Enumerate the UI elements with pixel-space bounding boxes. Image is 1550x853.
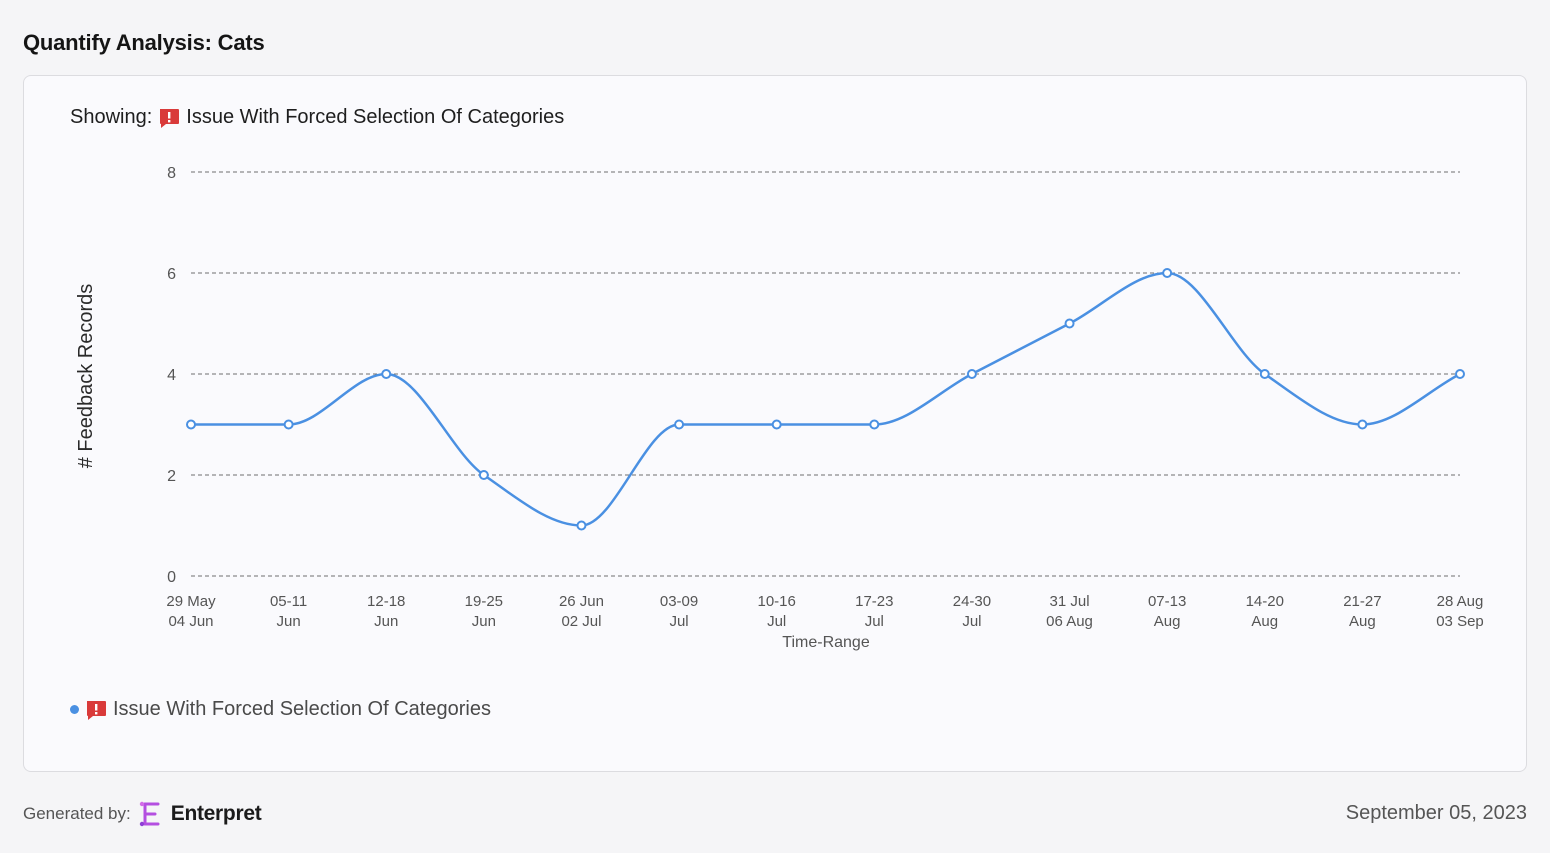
x-tick-label: 26 Jun 02 Jul xyxy=(559,593,604,630)
x-tick-label: 03-09 Jul xyxy=(660,593,698,630)
y-tick-label: 4 xyxy=(167,367,176,384)
x-tick-label: 14-20 Aug xyxy=(1246,593,1284,630)
showing-label: Issue With Forced Selection Of Categorie… xyxy=(186,106,565,128)
x-tick-label: 12-18 Jun xyxy=(367,593,405,630)
x-tick-label: 19-25 Jun xyxy=(465,593,503,630)
alert-icon xyxy=(158,107,180,129)
alert-icon xyxy=(85,699,107,721)
data-point[interactable] xyxy=(186,419,196,430)
y-tick-label: 2 xyxy=(167,468,176,485)
page-title: Quantify Analysis: Cats xyxy=(23,30,265,55)
legend-dot xyxy=(70,705,79,714)
y-tick-label: 6 xyxy=(167,266,176,283)
x-tick-label: 29 May 04 Jun xyxy=(166,593,216,630)
data-point[interactable] xyxy=(771,419,782,430)
x-tick-label: 28 Aug 03 Sep xyxy=(1436,593,1484,630)
data-point[interactable] xyxy=(1357,419,1368,430)
data-point[interactable] xyxy=(1455,369,1465,379)
x-tick-label: 05-11 Jun xyxy=(270,593,307,630)
data-point[interactable] xyxy=(478,470,489,480)
showing-header: Showing: Issue With Forced Selection Of … xyxy=(70,106,564,129)
data-point[interactable] xyxy=(1064,318,1075,329)
showing-prefix: Showing: xyxy=(70,106,153,128)
data-point[interactable] xyxy=(576,520,587,531)
footer-generated: Generated by: Enterpret xyxy=(23,800,262,828)
y-axis-label: # Feedback Records xyxy=(75,284,97,469)
y-tick-label: 0 xyxy=(167,569,176,586)
x-tick-label: 31 Jul 06 Aug xyxy=(1046,593,1093,630)
series-line xyxy=(190,271,1461,527)
x-axis-label: Time-Range xyxy=(782,634,870,651)
data-point[interactable] xyxy=(381,369,392,379)
x-tick-label: 21-27 Aug xyxy=(1343,593,1381,630)
legend-label: Issue With Forced Selection Of Categorie… xyxy=(113,698,491,720)
data-point[interactable] xyxy=(283,419,294,430)
legend[interactable]: Issue With Forced Selection Of Categorie… xyxy=(70,698,491,721)
brand-name: Enterpret xyxy=(170,802,262,825)
y-tick-label: 8 xyxy=(167,165,176,182)
data-point[interactable] xyxy=(966,369,977,379)
line-chart: 0 2 4 6 8 29 May 04 Jun 05-11 Jun 12-18 Jun 19-25 J… xyxy=(75,165,1484,651)
chart-card: Showing: Issue With Forced Selection Of … xyxy=(23,75,1527,772)
data-point[interactable] xyxy=(869,419,880,430)
x-tick-label: 07-13 Aug xyxy=(1148,593,1186,630)
x-tick-label: 17-23 Jul xyxy=(855,593,893,630)
enterpret-logo-icon xyxy=(139,800,163,828)
report-date: September 05, 2023 xyxy=(1345,802,1527,824)
data-point[interactable] xyxy=(1259,369,1270,379)
data-point[interactable] xyxy=(674,419,685,430)
x-tick-label: 24-30 Jul xyxy=(953,593,991,630)
data-point[interactable] xyxy=(1162,268,1173,278)
x-tick-label: 10-16 Jul xyxy=(758,593,796,630)
generated-label: Generated by: xyxy=(23,804,131,823)
